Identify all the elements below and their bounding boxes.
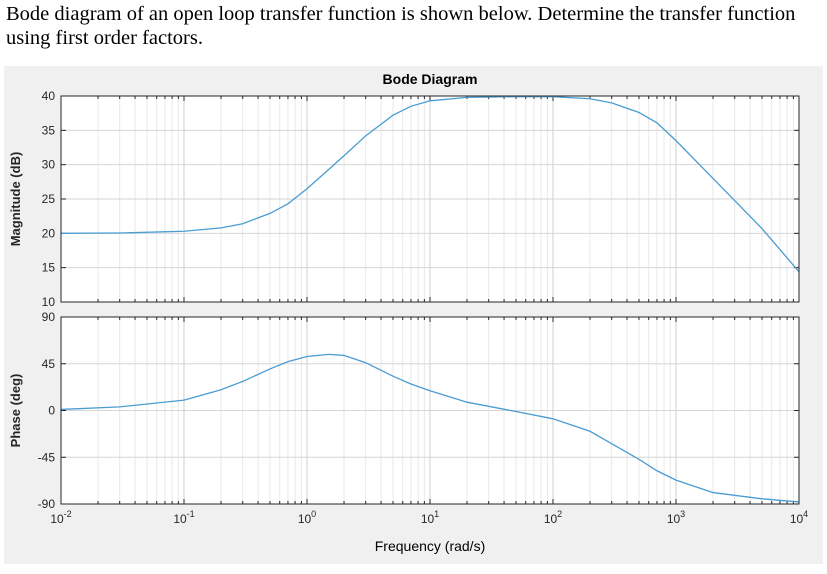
bode-figure: 10 15 20 25 30 35 40 Magnitude (dB) Bode Diagram… (4, 66, 823, 564)
phase-ytick-label: 90 (42, 310, 56, 324)
xtick-label: 103 (667, 509, 685, 526)
phase-axes-frame (60, 316, 800, 505)
magnitude-ytick-label: 35 (42, 123, 56, 137)
phase-ytick-label: -45 (38, 450, 56, 464)
magnitude-ytick-label: 15 (42, 261, 56, 275)
xtick-label: 104 (790, 509, 808, 526)
xtick-label: 10-1 (173, 509, 194, 526)
magnitude-ytick-label: 20 (42, 226, 56, 240)
phase-ytick-label: 45 (42, 357, 56, 371)
xtick-label: 100 (298, 509, 316, 526)
magnitude-series-line (60, 96, 800, 273)
magnitude-ytick-label: 30 (42, 158, 56, 172)
xtick-label: 102 (544, 509, 562, 526)
magnitude-ytick-label: 25 (42, 192, 56, 206)
phase-ytick-label: -90 (38, 497, 56, 511)
chart-title: Bode Diagram (383, 71, 478, 87)
phase-ytick-label: 0 (48, 404, 55, 418)
magnitude-axes-frame (60, 95, 800, 303)
magnitude-ytick-label: 40 (42, 89, 56, 103)
xtick-label: 10-2 (50, 509, 71, 526)
xtick-label: 101 (421, 509, 439, 526)
question-text: Bode diagram of an open loop transfer fu… (6, 3, 796, 49)
magnitude-ytick-label: 10 (42, 295, 56, 309)
bode-plot: 10 15 20 25 30 35 40 Magnitude (dB) Bode Diagram… (8, 71, 808, 554)
x-axis-label: Frequency (rad/s) (375, 538, 485, 554)
phase-series-line (60, 353, 800, 503)
phase-ylabel: Phase (deg) (8, 374, 23, 448)
magnitude-ylabel: Magnitude (dB) (8, 152, 23, 247)
